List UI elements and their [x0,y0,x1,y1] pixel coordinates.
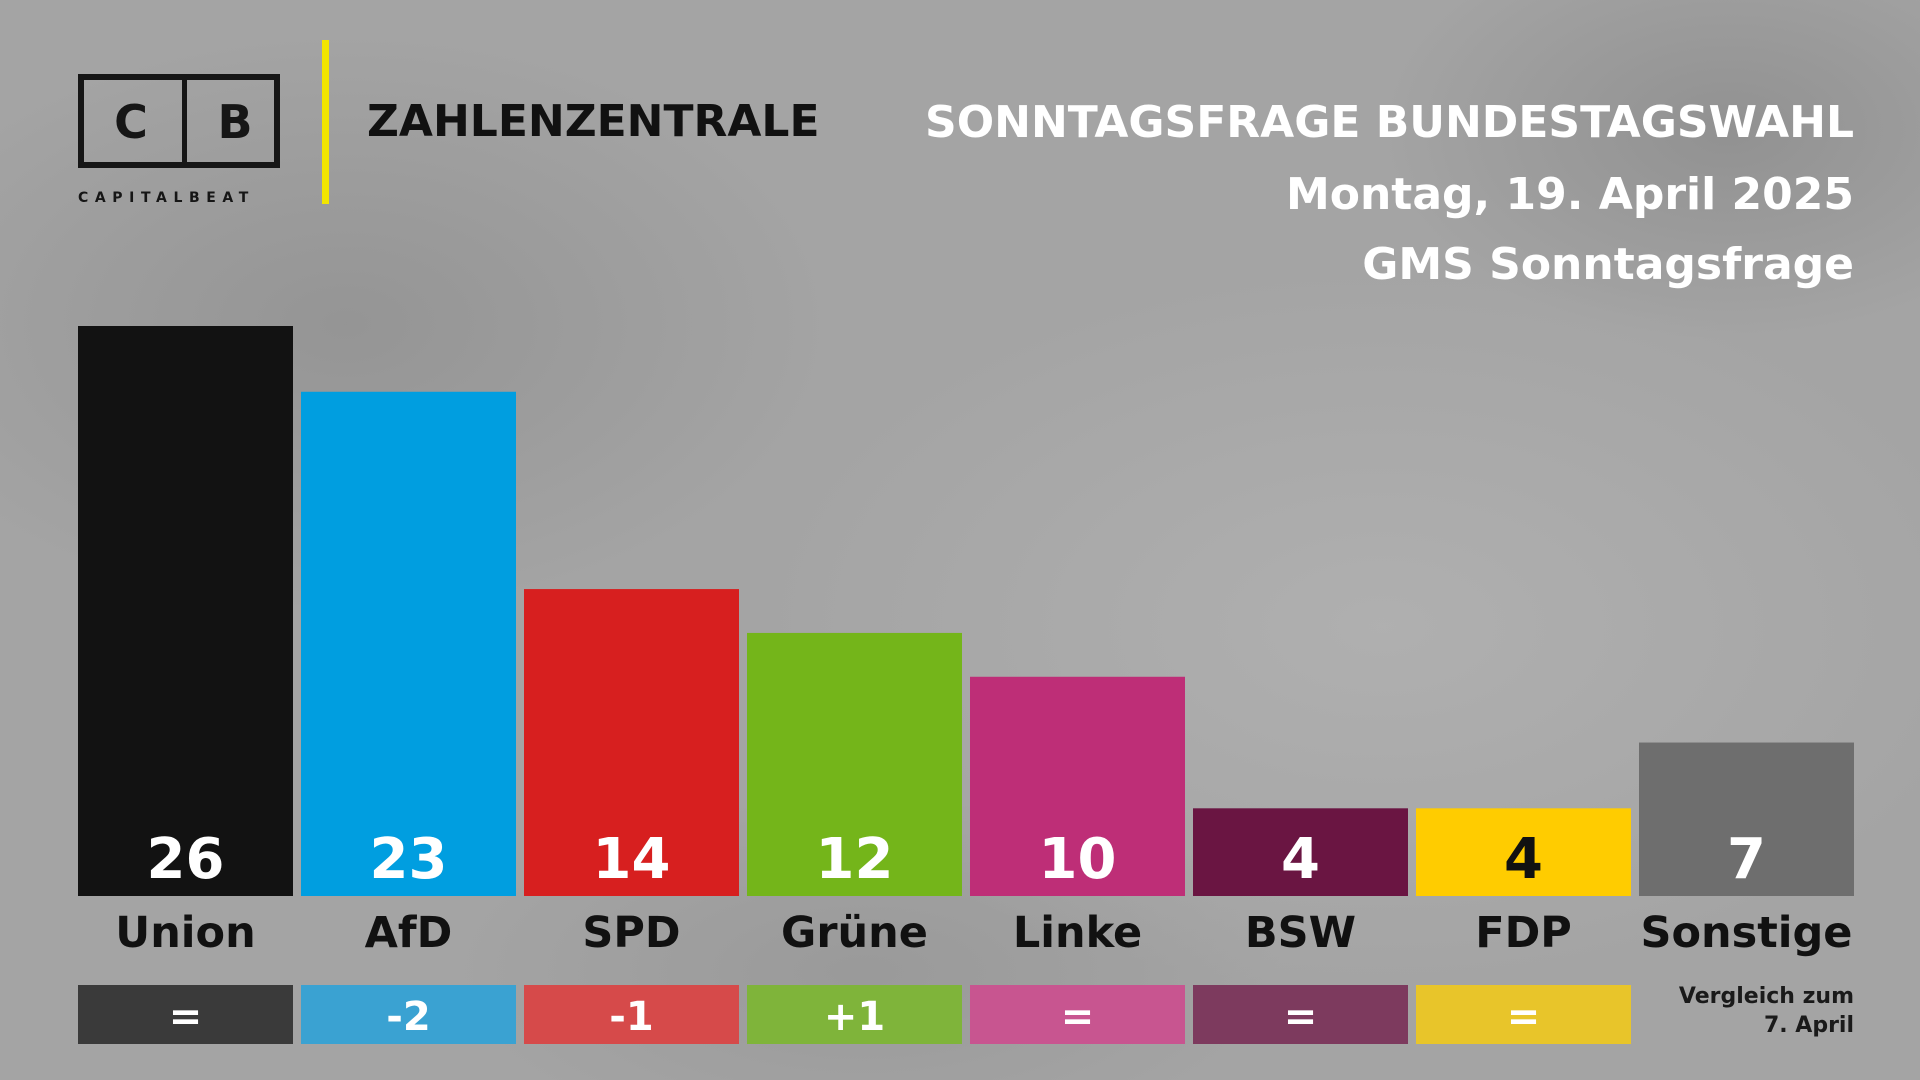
change-box-fdp [1416,985,1631,1044]
bar-spd [524,589,739,896]
logo-subtitle: CAPITALBEAT [78,190,255,206]
category-label-bsw: BSW [1245,908,1356,958]
category-label-union: Union [115,908,255,958]
value-label-bsw: 4 [1281,827,1320,892]
logo-letter-c: C [114,95,148,149]
header-block: SONNTAGSFRAGE BUNDESTAGSWAHL Montag, 19.… [925,96,1854,292]
value-label-fdp: 4 [1504,827,1543,892]
bar-gr-ne [747,632,962,896]
comparison-note-line2: 7. April [1763,1013,1854,1038]
logo-divider [182,80,187,162]
change-label-fdp: = [1507,994,1541,1040]
bar-sonstige [1639,742,1854,896]
value-label-gr-ne: 12 [816,827,894,892]
change-label-linke: = [1061,994,1095,1040]
chart-title: SONNTAGSFRAGE BUNDESTAGSWAHL [925,97,1854,148]
bar-union [78,326,293,896]
capitalbeat-logo: C B [78,74,280,168]
bar-linke [970,676,1185,896]
category-label-linke: Linke [1013,908,1142,958]
category-label-gr-ne: Grüne [781,908,928,958]
change-box-gr-ne [747,985,962,1044]
brand-accent-line [322,40,329,204]
comparison-note: Vergleich zum 7. April [1679,982,1854,1040]
logo-letter-b: B [217,95,253,149]
change-label-spd: -1 [609,994,653,1040]
category-label-afd: AfD [365,908,453,958]
chart-date: Montag, 19. April 2025 [1285,169,1854,220]
change-box-afd [301,985,516,1044]
brand-name: ZAHLENZENTRALE [367,96,820,147]
category-label-fdp: FDP [1475,908,1572,958]
category-label-spd: SPD [582,908,680,958]
value-label-afd: 23 [370,827,448,892]
bar-fdp [1416,808,1631,896]
bar-afd [301,391,516,896]
value-label-sonstige: 7 [1727,827,1766,892]
change-box-spd [524,985,739,1044]
change-label-afd: -2 [386,994,430,1040]
category-label-sonstige: Sonstige [1641,908,1853,958]
change-box-linke [970,985,1185,1044]
comparison-note-line1: Vergleich zum [1678,984,1854,1009]
change-box-bsw [1193,985,1408,1044]
change-label-union: = [169,994,203,1040]
bar-bsw [1193,808,1408,896]
value-label-linke: 10 [1039,827,1117,892]
value-label-union: 26 [147,827,225,892]
value-label-spd: 14 [593,827,671,892]
change-label-gr-ne: +1 [824,994,885,1040]
chart-source: GMS Sonntagsfrage [1362,239,1854,290]
change-box-union [78,985,293,1044]
change-label-bsw: = [1284,994,1318,1040]
